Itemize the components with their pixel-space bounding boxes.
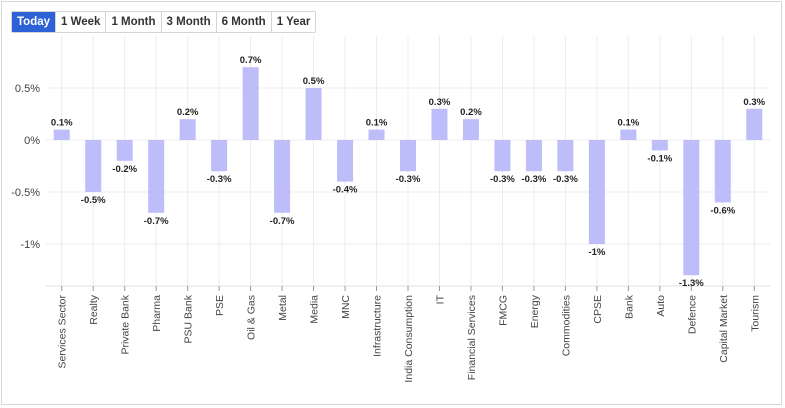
data-label: -1.3% bbox=[679, 278, 704, 289]
tab-1-year[interactable]: 1 Year bbox=[276, 16, 311, 28]
data-label: 0.1% bbox=[366, 118, 388, 129]
x-tick-label: Services Sector bbox=[57, 295, 69, 369]
bar[interactable] bbox=[588, 140, 605, 244]
bar[interactable] bbox=[462, 119, 479, 140]
data-label: -0.1% bbox=[647, 153, 672, 164]
bar[interactable] bbox=[85, 140, 102, 192]
data-labels: 0.1% -0.5% -0.2% -0.7% 0.2% -0.3% 0.7% -0.7% 0.5… bbox=[51, 55, 766, 289]
bar[interactable] bbox=[400, 140, 416, 172]
data-label: -0.3% bbox=[396, 174, 421, 185]
x-tick-label: Infrastructure bbox=[372, 295, 384, 357]
x-tick-label: Media bbox=[309, 295, 321, 324]
data-label: -0.3% bbox=[490, 174, 515, 185]
tab-6-month[interactable]: 6 Month bbox=[217, 12, 272, 32]
data-label: 0.3% bbox=[743, 97, 765, 108]
data-label: -0.5% bbox=[81, 195, 106, 206]
bar[interactable] bbox=[337, 140, 354, 182]
bar[interactable] bbox=[116, 140, 133, 161]
bar[interactable] bbox=[651, 140, 668, 151]
data-label: -1% bbox=[588, 247, 605, 258]
tab-today[interactable]: Today bbox=[12, 12, 57, 32]
data-label: -0.6% bbox=[710, 205, 735, 216]
data-label: 0.1% bbox=[618, 118, 640, 129]
y-tick-label: -1% bbox=[20, 239, 40, 251]
data-label: -0.4% bbox=[333, 185, 358, 196]
data-label: 0.2% bbox=[460, 107, 482, 118]
x-tick-label: Pharma bbox=[151, 295, 163, 332]
y-tick-label: 0% bbox=[24, 135, 40, 147]
x-tick-label: PSU Bank bbox=[183, 294, 195, 343]
data-label: -0.3% bbox=[521, 174, 546, 185]
x-axis: Services Sector Realty Private Bank Pharma P… bbox=[57, 286, 761, 383]
x-tick-label: Defence bbox=[686, 295, 698, 334]
x-tick-label: Private Bank bbox=[120, 294, 132, 354]
x-tick-label: Oil & Gas bbox=[246, 295, 258, 340]
data-label: -0.7% bbox=[270, 216, 295, 227]
bar[interactable] bbox=[620, 129, 637, 140]
bar[interactable] bbox=[494, 140, 511, 172]
bar[interactable] bbox=[714, 140, 731, 203]
bar[interactable] bbox=[368, 129, 385, 140]
data-label: -0.7% bbox=[144, 216, 169, 227]
x-tick-label: PSE bbox=[214, 295, 226, 316]
x-tick-label: IT bbox=[434, 294, 446, 304]
bar[interactable] bbox=[211, 140, 228, 172]
bar[interactable] bbox=[525, 140, 542, 172]
tab-3-month[interactable]: 3 Month bbox=[162, 12, 217, 32]
bars bbox=[53, 67, 763, 276]
time-range-tabs: Today 1 Week 1 Month 3 Month 6 Month 1 Y… bbox=[11, 11, 317, 33]
x-tick-label: FMCG bbox=[497, 295, 509, 326]
bar[interactable] bbox=[305, 88, 322, 140]
bar[interactable] bbox=[557, 140, 574, 172]
data-label: 0.2% bbox=[177, 107, 199, 118]
bar[interactable] bbox=[274, 140, 291, 213]
x-tick-label: Metal bbox=[277, 295, 289, 321]
data-label: -0.3% bbox=[553, 174, 578, 185]
data-label: 0.5% bbox=[303, 76, 325, 87]
y-tick-label: 0.5% bbox=[15, 83, 40, 95]
y-tick-label: -0.5% bbox=[11, 187, 40, 199]
x-tick-label: Tourism bbox=[749, 295, 761, 332]
bar[interactable] bbox=[242, 67, 259, 140]
y-axis: 0.5% 0% -0.5% -1% bbox=[11, 83, 40, 251]
bar[interactable] bbox=[53, 129, 70, 140]
bar[interactable] bbox=[179, 119, 196, 140]
data-label: 0.3% bbox=[429, 97, 451, 108]
x-tick-label: Energy bbox=[529, 294, 541, 328]
tab-1-week[interactable]: 1 Week bbox=[56, 12, 107, 32]
data-label: 0.1% bbox=[51, 118, 73, 129]
bar[interactable] bbox=[746, 108, 763, 140]
data-label: -0.3% bbox=[207, 174, 232, 185]
x-tick-label: Capital Market bbox=[718, 295, 730, 363]
x-tick-label: CPSE bbox=[592, 295, 604, 324]
bar[interactable] bbox=[683, 140, 700, 276]
bar[interactable] bbox=[431, 108, 448, 140]
x-tick-label: India Consumption bbox=[403, 295, 415, 383]
data-label: -0.2% bbox=[112, 164, 137, 175]
bar[interactable] bbox=[148, 140, 165, 213]
x-tick-label: Realty bbox=[88, 294, 100, 325]
x-tick-label: MNC bbox=[340, 295, 352, 319]
data-label: 0.7% bbox=[240, 55, 262, 66]
x-tick-label: Auto bbox=[655, 295, 667, 317]
tab-1-month[interactable]: 1 Month bbox=[106, 12, 162, 32]
x-tick-label: Bank bbox=[623, 294, 635, 319]
x-tick-label: Financial Services bbox=[466, 295, 478, 380]
x-tick-label: Commodities bbox=[560, 295, 572, 356]
